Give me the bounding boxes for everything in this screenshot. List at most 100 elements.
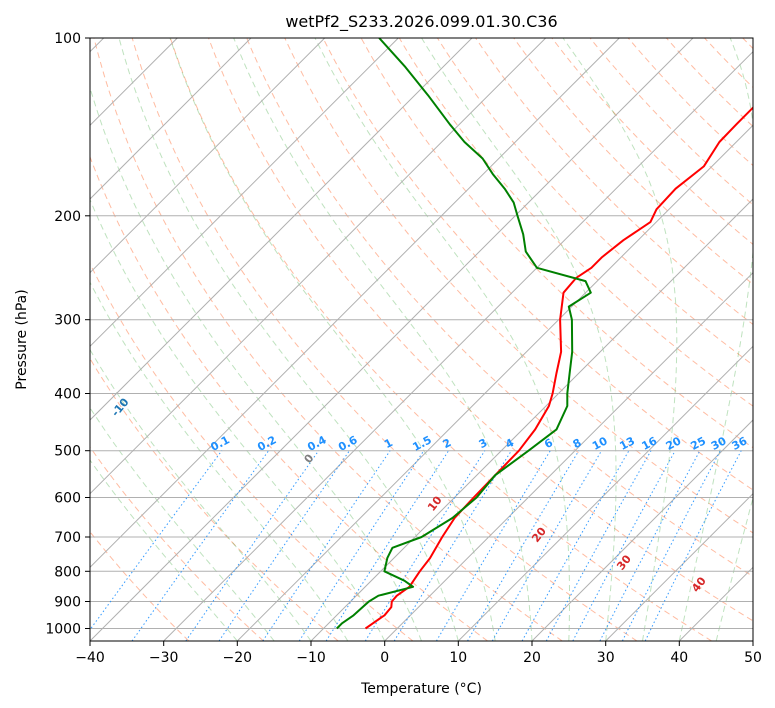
moist-adiabat-line xyxy=(169,38,496,641)
y-tick-label: 700 xyxy=(54,530,81,546)
moist-adiabats xyxy=(90,38,753,641)
dry-adiabat-line xyxy=(475,38,753,326)
moist-adiabat-line xyxy=(90,198,386,641)
dry-adiabat-line xyxy=(93,38,563,641)
y-tick-label: 600 xyxy=(54,491,81,507)
mixing-ratio-line xyxy=(521,450,630,641)
mixing-ratio-line xyxy=(435,450,551,641)
mixing-ratio-line xyxy=(298,450,425,641)
mixing-ratio-line xyxy=(131,450,270,641)
dry-adiabat-line xyxy=(131,38,638,641)
isotherm-gridline xyxy=(90,38,326,274)
isotherm-gridline xyxy=(531,419,753,641)
series-line-0 xyxy=(364,106,753,630)
sounding-series xyxy=(336,38,753,630)
dry-adiabat-line xyxy=(704,38,753,89)
mixing-ratio-line xyxy=(218,450,350,641)
mixing-ratio-line xyxy=(572,450,676,641)
mixing-ratio-label: 16 xyxy=(640,434,660,453)
mixing-ratio-line xyxy=(364,450,486,641)
moist-adiabat-line xyxy=(90,407,275,641)
x-tick-label: 30 xyxy=(597,650,615,666)
moist-adiabat-line xyxy=(562,38,678,641)
dry-adiabat-line xyxy=(90,262,414,641)
mixing-ratio-line xyxy=(262,450,391,641)
moist-adiabat-line xyxy=(90,281,349,641)
moist-adiabat-line xyxy=(90,459,238,641)
y-tick-label: 800 xyxy=(54,564,81,580)
mixing-ratio-label: 36 xyxy=(730,434,750,453)
dry-adiabats xyxy=(90,38,753,641)
isotherm-gridline xyxy=(90,38,252,200)
dry-adiabat-line xyxy=(90,446,264,641)
mixing-ratio-label: 6 xyxy=(542,436,555,451)
moist-adiabat-line xyxy=(715,496,753,641)
x-tick-label: −20 xyxy=(223,650,253,666)
y-tick-label: 1000 xyxy=(45,622,81,638)
mixing-ratio-line xyxy=(467,450,580,641)
mixing-ratio-lines xyxy=(90,450,742,641)
y-tick-label: 900 xyxy=(54,595,81,611)
dry-adiabat-line xyxy=(90,357,339,641)
isotherm-gridline xyxy=(90,38,694,641)
dry-adiabat-line xyxy=(666,38,753,128)
moist-adiabat-label: 0 xyxy=(301,451,316,465)
mixing-ratio-line xyxy=(545,450,652,641)
isotherm-gridline xyxy=(605,492,753,641)
y-axis-ticks: 1000 900 800 700 600 500 400 300 200 100 xyxy=(45,31,90,638)
dry-adiabat-line xyxy=(742,38,753,50)
moist-adiabat-label: 10 xyxy=(425,493,445,513)
moist-adiabat-line xyxy=(421,38,617,641)
dry-adiabat-line xyxy=(322,38,753,491)
y-axis-title: Pressure (hPa) xyxy=(14,289,30,389)
mixing-ratio-line xyxy=(393,450,512,641)
moist-adiabat-label: 20 xyxy=(529,525,549,545)
x-tick-label: −10 xyxy=(296,650,326,666)
y-tick-label: 400 xyxy=(54,387,81,403)
x-tick-label: −30 xyxy=(149,650,179,666)
isotherm-gridline xyxy=(90,38,399,348)
x-tick-label: 20 xyxy=(523,650,541,666)
moist-adiabat-line xyxy=(90,86,422,641)
mixing-ratio-line xyxy=(325,450,450,641)
isotherm-gridline xyxy=(384,271,753,641)
dry-adiabat-line xyxy=(246,38,753,578)
mixing-ratio-label: 13 xyxy=(617,434,637,453)
mixing-ratio-line xyxy=(90,450,223,631)
x-tick-label: 40 xyxy=(670,650,688,666)
y-tick-label: 300 xyxy=(54,313,81,329)
isotherm-gridline xyxy=(310,198,753,641)
chart-title: wetPf2_S233.2026.099.01.30.C36 xyxy=(285,12,557,32)
moist-adiabat-line xyxy=(90,348,312,641)
x-axis-title: Temperature (°C) xyxy=(360,681,482,697)
isotherm-gridlines xyxy=(90,38,753,641)
mixing-ratio-line xyxy=(599,450,701,641)
dry-adiabat-line xyxy=(398,38,753,407)
plot-frame xyxy=(89,37,754,642)
mixing-ratio-label: 25 xyxy=(688,434,708,453)
mixing-ratio-line xyxy=(491,450,602,641)
dry-adiabat-line xyxy=(169,38,712,641)
moist-adiabat-line xyxy=(678,38,753,641)
mixing-ratio-label: 2 xyxy=(441,436,454,451)
x-axis-ticks: −40 −30 −20 −10 0 10 20 30 40 50 xyxy=(75,641,762,666)
mixing-ratio-label: 10 xyxy=(590,434,610,453)
mixing-ratio-label: 4 xyxy=(503,436,516,451)
dry-adiabat-line xyxy=(208,38,753,622)
isotherm-gridline xyxy=(163,50,753,641)
isotherm-gridline xyxy=(457,345,753,641)
moist-adiabat-line xyxy=(233,38,533,641)
dry-adiabat-line xyxy=(551,38,753,245)
dry-adiabat-line xyxy=(513,38,753,285)
series-line-1 xyxy=(336,38,592,630)
y-tick-label: 200 xyxy=(54,209,81,225)
isotherm-gridline xyxy=(752,640,753,641)
mixing-ratio-label: 20 xyxy=(664,434,684,453)
dry-adiabat-line xyxy=(90,155,488,641)
moist-adiabat-line xyxy=(314,38,570,641)
isotherm-gridline xyxy=(90,38,473,421)
dry-adiabat-label: -10 xyxy=(109,395,132,419)
x-tick-label: 50 xyxy=(744,650,762,666)
